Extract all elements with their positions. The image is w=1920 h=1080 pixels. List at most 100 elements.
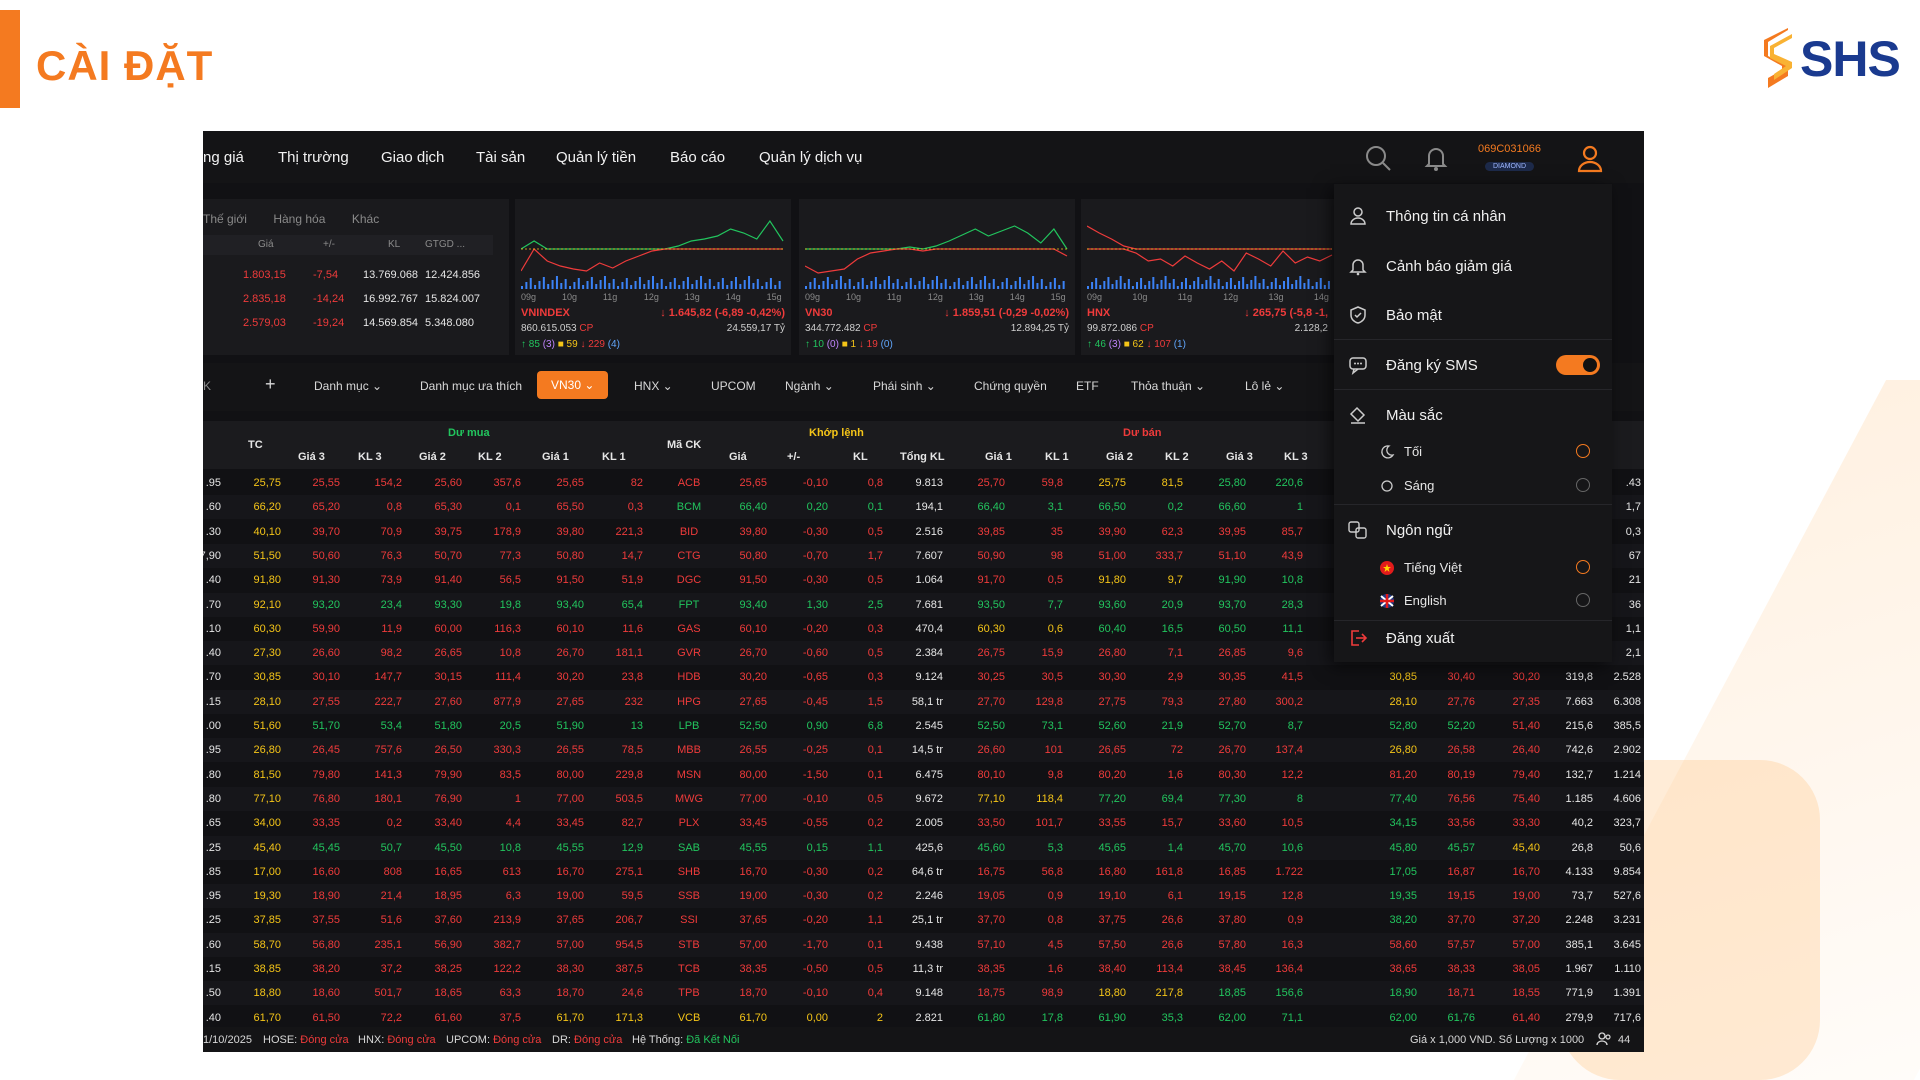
symbol-cell[interactable]: FPT [678, 598, 700, 611]
filter-etf[interactable]: ETF [1076, 379, 1099, 393]
symbol-cell[interactable]: TPB [678, 987, 700, 1000]
language-option-english[interactable]: English [1334, 585, 1612, 615]
table-row[interactable]: 77,10 76,80 180,1 76,90 1 77,00 503,5 MWG 77,00 -… [203, 786, 1644, 811]
search-stock-input[interactable]: K [203, 379, 212, 393]
language-option-vietnamese[interactable]: Tiếng Việt [1334, 552, 1612, 582]
symbol-cell[interactable]: STB [678, 938, 700, 951]
volume-bar [1246, 284, 1249, 289]
symbol-cell[interactable]: SSB [677, 890, 700, 903]
menu-item-logout[interactable]: Đăng xuất [1334, 616, 1612, 660]
tab-other[interactable]: Khác [351, 212, 380, 226]
nav-item-market[interactable]: Thị trường [278, 149, 349, 166]
table-row[interactable]: 18,80 18,60 501,7 18,65 63,3 18,70 24,6 TPB 18,7… [203, 981, 1644, 1006]
bell-icon[interactable] [1421, 143, 1451, 173]
table-row[interactable]: 38,85 38,20 37,2 38,25 122,2 38,30 387,5 TCB 38,… [203, 957, 1644, 981]
filter-watchlist[interactable]: Danh mục ⌄ [314, 379, 383, 393]
symbol-cell[interactable]: DGC [676, 574, 702, 587]
sms-toggle[interactable] [1556, 355, 1600, 375]
symbol-cell[interactable]: CTG [677, 549, 701, 562]
symbol-cell[interactable]: BCM [676, 501, 702, 514]
table-row[interactable]: 37,85 37,55 51,6 37,60 213,9 37,65 206,7 SSI 37,… [203, 908, 1644, 933]
account-info[interactable]: 069C031066 DIAMOND [1478, 143, 1541, 173]
table-row[interactable]: 58,70 56,80 235,1 56,90 382,7 57,00 954,5 STB 57… [203, 932, 1644, 957]
index-card-vnindex[interactable]: 09g 10g 11g 12g 13g 14g 15g VNINDEX ↓ 1.645,82 (… [515, 199, 791, 355]
theme-option-dark[interactable]: Tối [1334, 436, 1612, 466]
symbol-cell[interactable]: GAS [677, 622, 701, 635]
table-cell: 2.902 [1613, 744, 1641, 757]
symbol-cell[interactable]: HDB [677, 671, 701, 684]
sparkline-lower [1087, 248, 1333, 272]
menu-item-profile[interactable]: Thông tin cá nhân [1334, 194, 1612, 238]
nav-item-service-management[interactable]: Quản lý dịch vụ [759, 149, 863, 166]
symbol-cell[interactable]: ACB [677, 477, 701, 489]
nav-item-cash-management[interactable]: Quản lý tiền [556, 149, 637, 166]
check-icon [1576, 444, 1590, 458]
tab-world[interactable]: Thế giới [203, 212, 247, 226]
index-card-hnx[interactable]: 09g 10g 11g 12g 13g 14g HNX ↓ 265,75 (-5,8 -1, 9… [1081, 199, 1334, 355]
volume-bar [1209, 276, 1212, 289]
table-row[interactable]: 26,80 26,45 757,6 26,50 330,3 26,55 78,5 MBB 26,… [203, 738, 1644, 763]
symbol-cell[interactable]: BID [679, 525, 699, 538]
symbol-cell[interactable]: SSI [680, 914, 698, 927]
table-cell: 0,1 [867, 768, 883, 781]
add-watchlist-button[interactable]: + [265, 374, 276, 394]
symbol-cell[interactable]: GVR [677, 647, 701, 660]
menu-item-security[interactable]: Bảo mật [1334, 293, 1612, 337]
table-row[interactable]: 19,30 18,90 21,4 18,95 6,3 19,00 59,5 SSB 19,00 -… [203, 884, 1644, 909]
table-cell: 0,3 [867, 671, 883, 684]
nav-item-reports[interactable]: Báo cáo [670, 149, 726, 166]
table-cell: 57,50 [1098, 938, 1126, 951]
table-row[interactable]: 61,70 61,50 72,2 61,60 37,5 61,70 171,3 VCB 61,7… [203, 1005, 1644, 1030]
menu-item-sms[interactable]: Đăng ký SMS [1334, 343, 1612, 387]
symbol-cell[interactable]: VCB [677, 1011, 701, 1024]
index-card-vn30[interactable]: 09g 10g 11g 12g 13g 14g 15g VN30 ↓ 1.859,51 (-0,… [799, 199, 1075, 355]
search-icon[interactable] [1363, 143, 1393, 173]
symbol-cell[interactable]: PLX [678, 817, 700, 830]
symbol-cell[interactable]: MWG [674, 792, 704, 805]
filter-hnx[interactable]: HNX ⌄ [634, 379, 673, 393]
filter-vn30[interactable]: VN30 ⌄ [537, 371, 609, 399]
nav-item-assets[interactable]: Tài sản [476, 149, 526, 166]
symbol-cell[interactable]: HPG [677, 695, 701, 708]
filter-favorites[interactable]: Danh mục ưa thích [420, 379, 523, 393]
symbol-cell[interactable]: SAB [677, 841, 700, 854]
table-cell: 16,70 [1512, 865, 1540, 878]
symbol-cell[interactable]: SHB [677, 865, 701, 878]
table-row[interactable]: 30,85 30,10 147,7 30,15 111,4 30,20 23,8 HDB 30,… [203, 665, 1644, 690]
table-cell: 0,3 [1625, 525, 1641, 538]
table-cell: 3.231 [1613, 914, 1641, 927]
table-row[interactable]: 45,40 45,45 50,7 45,50 10,8 45,55 12,9 SAB 45,55… [203, 835, 1644, 860]
table-cell: 61,70 [556, 1011, 584, 1024]
table-cell: 38,30 [556, 963, 584, 975]
filter-upcom[interactable]: UPCOM [711, 379, 756, 393]
volume-bar [1103, 281, 1106, 289]
tab-commodities[interactable]: Hàng hóa [273, 212, 326, 226]
table-row[interactable]: 34,00 33,35 0,2 33,40 4,4 33,45 82,7 PLX 33,45 -0… [203, 811, 1644, 836]
filter-sector[interactable]: Ngành ⌄ [785, 379, 834, 393]
table-row[interactable]: 28,10 27,55 222,7 27,60 877,9 27,65 232 HPG 27,6… [203, 689, 1644, 714]
nav-item-trading[interactable]: Giao dịch [381, 149, 445, 166]
time-tick: 11g [886, 292, 902, 302]
table-cell: 132,7 [1565, 768, 1593, 781]
symbol-cell[interactable]: LPB [678, 720, 700, 732]
nav-item-price-board[interactable]: ng giá [203, 149, 244, 166]
menu-item-price-alert[interactable]: Cảnh báo giảm giá [1334, 244, 1612, 288]
filter-derivatives[interactable]: Phái sinh ⌄ [873, 379, 936, 393]
symbol-cell[interactable]: MBB [677, 744, 701, 757]
filter-negotiated[interactable]: Thỏa thuận ⌄ [1131, 379, 1206, 393]
theme-option-light[interactable]: Sáng [1334, 470, 1612, 500]
table-cell: 9,8 [1047, 768, 1063, 781]
filter-warrants[interactable]: Chứng quyền [974, 379, 1047, 393]
symbol-cell[interactable]: TCB [678, 963, 700, 975]
table-cell: 39,70 [312, 525, 340, 538]
table-row[interactable]: 81,50 79,80 141,3 79,90 83,5 80,00 229,8 MSN 80,… [203, 762, 1644, 787]
table-cell: 37,2 [380, 963, 402, 975]
table-row[interactable]: 51,60 51,70 53,4 51,80 20,5 51,90 13 LPB 52,50 0,… [203, 714, 1644, 738]
user-icon[interactable] [1575, 143, 1605, 173]
table-cell: 15,7 [1161, 817, 1183, 830]
table-cell: 40,10 [253, 525, 281, 538]
table-row[interactable]: 17,00 16,60 808 16,65 613 16,70 275,1 SHB 16,70 -… [203, 859, 1644, 884]
time-tick: 13g [1268, 292, 1284, 302]
filter-odd-lot[interactable]: Lô lẻ ⌄ [1245, 379, 1285, 393]
symbol-cell[interactable]: MSN [676, 768, 702, 781]
